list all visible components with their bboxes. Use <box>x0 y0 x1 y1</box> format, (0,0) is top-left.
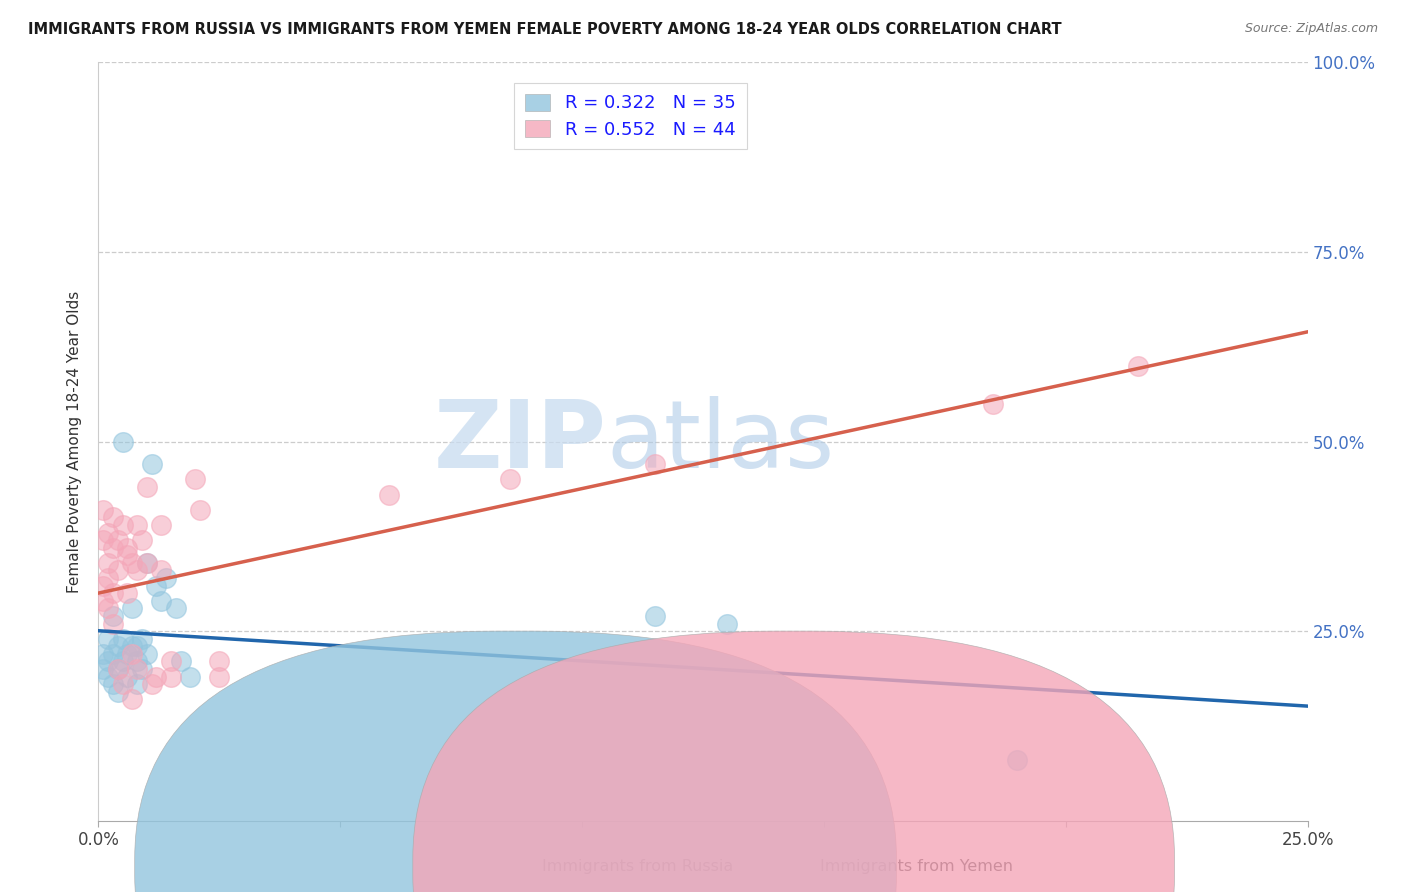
Point <box>97 525 120 540</box>
Point <box>160 655 183 669</box>
Text: Immigrants from Yemen: Immigrants from Yemen <box>820 859 1014 873</box>
Point <box>91 503 114 517</box>
Point <box>91 647 114 661</box>
Point <box>111 517 134 532</box>
Point <box>150 517 173 532</box>
Point <box>111 632 134 646</box>
Point <box>101 586 124 600</box>
Point <box>127 677 149 691</box>
Point <box>498 473 520 487</box>
Point <box>131 533 153 548</box>
Point <box>179 669 201 683</box>
Point <box>117 548 139 563</box>
Legend: R = 0.322   N = 35, R = 0.552   N = 44: R = 0.322 N = 35, R = 0.552 N = 44 <box>515 83 747 149</box>
Point <box>644 458 666 472</box>
Point <box>97 556 120 570</box>
Point <box>165 601 187 615</box>
Point <box>107 662 129 676</box>
Point <box>1128 359 1150 373</box>
Point <box>145 579 167 593</box>
Point <box>121 647 143 661</box>
Point <box>131 632 153 646</box>
Point <box>135 647 157 661</box>
Point <box>644 608 666 623</box>
Point <box>981 396 1004 410</box>
Point <box>107 533 129 548</box>
Point <box>111 434 134 449</box>
Point <box>97 655 120 669</box>
Text: IMMIGRANTS FROM RUSSIA VS IMMIGRANTS FROM YEMEN FEMALE POVERTY AMONG 18-24 YEAR : IMMIGRANTS FROM RUSSIA VS IMMIGRANTS FRO… <box>28 22 1062 37</box>
FancyBboxPatch shape <box>135 632 897 892</box>
Point <box>135 556 157 570</box>
Point <box>117 586 139 600</box>
Point <box>107 685 129 699</box>
Point <box>127 564 149 578</box>
Point <box>91 594 114 608</box>
Point <box>101 677 124 691</box>
Point <box>97 632 120 646</box>
Point <box>101 510 124 524</box>
Point <box>135 556 157 570</box>
Point <box>97 669 120 683</box>
Point <box>101 647 124 661</box>
Point <box>127 517 149 532</box>
FancyBboxPatch shape <box>413 632 1174 892</box>
Point <box>101 541 124 555</box>
Point <box>107 662 129 676</box>
Point <box>377 487 399 501</box>
Point <box>1007 753 1029 767</box>
Y-axis label: Female Poverty Among 18-24 Year Olds: Female Poverty Among 18-24 Year Olds <box>67 291 83 592</box>
Point <box>121 556 143 570</box>
Text: atlas: atlas <box>606 395 835 488</box>
Point <box>135 480 157 494</box>
Point <box>127 655 149 669</box>
Text: Immigrants from Russia: Immigrants from Russia <box>543 859 734 873</box>
Point <box>169 655 191 669</box>
Point <box>121 692 143 706</box>
Point <box>111 677 134 691</box>
Point <box>141 677 163 691</box>
Point <box>107 639 129 653</box>
Point <box>160 669 183 683</box>
Point <box>107 564 129 578</box>
Point <box>131 662 153 676</box>
Point <box>91 579 114 593</box>
Point <box>101 608 124 623</box>
Text: ZIP: ZIP <box>433 395 606 488</box>
Text: Source: ZipAtlas.com: Source: ZipAtlas.com <box>1244 22 1378 36</box>
Point <box>117 647 139 661</box>
Point <box>184 473 207 487</box>
Point <box>155 571 177 585</box>
Point <box>150 564 173 578</box>
Point <box>127 639 149 653</box>
Point <box>145 669 167 683</box>
Point <box>208 655 231 669</box>
Point <box>117 541 139 555</box>
Point <box>91 533 114 548</box>
Point <box>91 662 114 676</box>
Point <box>121 601 143 615</box>
Point <box>117 669 139 683</box>
Point <box>121 639 143 653</box>
Point <box>127 662 149 676</box>
Point <box>188 503 211 517</box>
Point <box>716 616 738 631</box>
Point <box>141 458 163 472</box>
Point <box>97 571 120 585</box>
Point <box>150 594 173 608</box>
Point <box>97 601 120 615</box>
Point <box>111 655 134 669</box>
Point <box>101 616 124 631</box>
Point <box>208 669 231 683</box>
